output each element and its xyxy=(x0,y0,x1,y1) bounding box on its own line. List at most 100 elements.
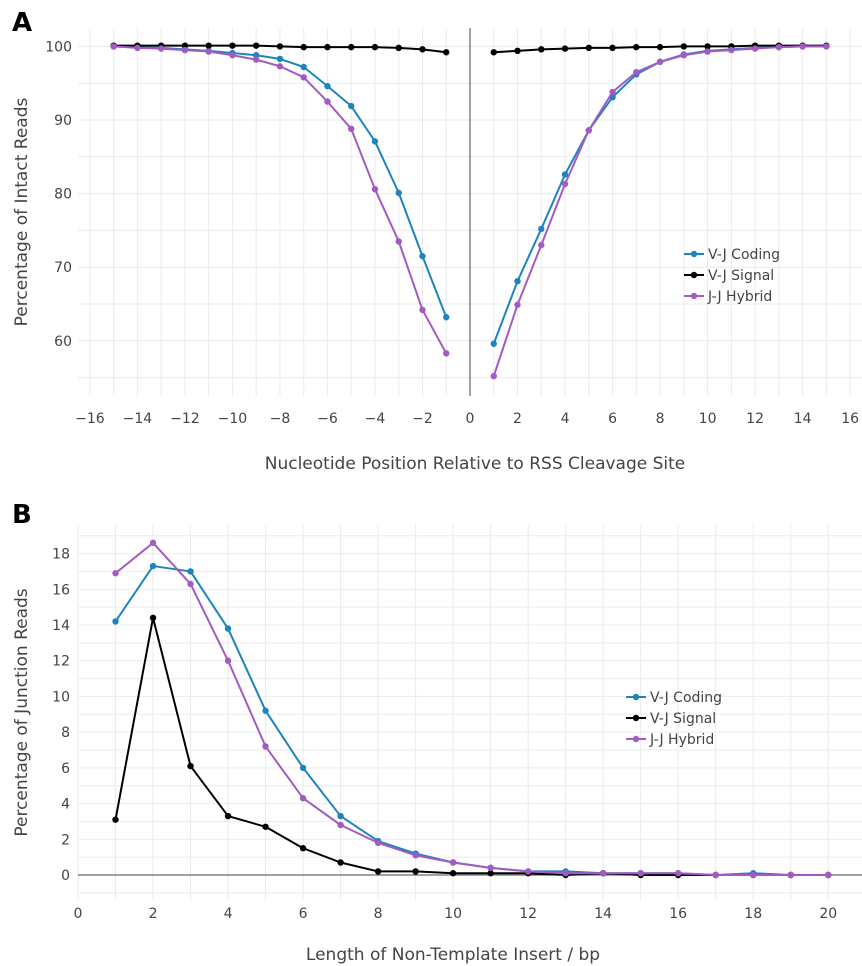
panel-a-y-axis-title: Percentage of Intact Reads xyxy=(12,98,32,327)
panel-a-x-tick-label: −14 xyxy=(123,411,153,427)
panel-a-data-point xyxy=(514,301,521,308)
panel-a-x-tick-label: 6 xyxy=(608,411,617,427)
panel-b-series-jj-hybrid xyxy=(112,539,832,879)
panel-a-data-point xyxy=(585,127,592,134)
panel-a-data-point xyxy=(704,48,711,55)
panel-a-data-point xyxy=(181,46,189,54)
panel-b-data-point xyxy=(224,812,232,820)
panel-b-data-point xyxy=(187,762,194,770)
panel-a-data-point xyxy=(300,63,307,71)
panel-b-x-tick-label: 6 xyxy=(299,906,308,922)
panel-b-x-tick-label: 4 xyxy=(224,906,233,922)
panel-b-data-point xyxy=(224,657,232,664)
panel-a-x-tick-label: 12 xyxy=(746,411,764,427)
panel-a-data-point xyxy=(561,180,569,188)
panel-a-grid xyxy=(78,28,862,396)
panel-b-data-point xyxy=(224,625,232,632)
panel-a-chart: −16 −14 −12 −10 −8 −6 −4 −2 0 2 4 6 8 10 12 14 16 60 70 80 9… xyxy=(12,8,862,474)
panel-a-x-tick-label: 8 xyxy=(656,411,665,427)
panel-b-data-point xyxy=(299,845,307,852)
panel-a-data-point xyxy=(561,45,569,52)
panel-b-x-tick-label: 20 xyxy=(819,906,837,922)
panel-a-data-point xyxy=(680,43,688,50)
panel-a-data-point xyxy=(276,43,284,50)
panel-b-x-tick-label: 14 xyxy=(594,906,612,922)
panel-a-data-point xyxy=(633,43,640,51)
panel-a-data-point xyxy=(300,43,307,51)
panel-b-data-point xyxy=(112,570,119,577)
panel-b-x-tick-label: 0 xyxy=(74,906,83,922)
panel-b-data-point xyxy=(599,870,607,877)
panel-a-data-point xyxy=(276,63,284,70)
panel-b-data-point xyxy=(149,562,157,570)
panel-a-x-tick-label: −8 xyxy=(270,411,291,427)
panel-a-data-point xyxy=(324,98,331,105)
panel-a-data-point xyxy=(538,225,545,233)
panel-b-y-tick-label: 16 xyxy=(52,582,70,598)
panel-a-x-tick-label: −12 xyxy=(170,411,200,427)
panel-a-data-point xyxy=(704,43,711,50)
panel-a-x-tick-label: 4 xyxy=(561,411,570,427)
panel-a-data-point xyxy=(656,43,664,51)
panel-a-data-point xyxy=(419,306,426,314)
panel-b-data-point xyxy=(825,871,832,879)
panel-b-y-tick-label: 8 xyxy=(61,725,70,741)
panel-a-panel-label: A xyxy=(12,8,32,38)
panel-b-x-axis-title: Length of Non-Template Insert / bp xyxy=(306,945,600,965)
panel-b-x-tick-label: 18 xyxy=(744,906,762,922)
panel-b-data-point xyxy=(337,859,344,866)
panel-b-data-point xyxy=(149,614,157,622)
panel-b-legend-label: V-J Signal xyxy=(650,711,716,727)
panel-a-data-point xyxy=(395,44,402,52)
panel-b-data-point xyxy=(562,870,569,877)
panel-a-data-point xyxy=(371,185,379,193)
panel-a-data-point xyxy=(514,277,521,285)
panel-b-x-tick-label: 10 xyxy=(444,906,462,922)
panel-b-y-tick-label: 10 xyxy=(52,689,70,705)
panel-a-data-point xyxy=(205,48,212,55)
panel-a-x-tick-label: −6 xyxy=(317,411,338,427)
panel-b-data-point xyxy=(112,618,119,625)
panel-b-data-point xyxy=(674,870,682,877)
panel-b-data-point xyxy=(262,707,269,714)
panel-a-legend-marker xyxy=(690,250,698,258)
panel-b-legend-marker xyxy=(632,714,640,722)
panel-a-x-tick-label: 14 xyxy=(794,411,812,427)
panel-b-data-point xyxy=(112,816,119,823)
panel-b-data-point xyxy=(149,539,157,547)
panel-b-legend-marker xyxy=(632,735,640,743)
panel-b-y-tick-label: 4 xyxy=(61,797,70,813)
panel-b-series-vj-coding xyxy=(112,562,832,879)
panel-a-data-point xyxy=(751,45,759,52)
panel-a-data-point xyxy=(419,46,426,53)
panel-b-series-vj-signal xyxy=(112,614,832,879)
panel-a-data-point xyxy=(252,52,260,59)
panel-b-data-point xyxy=(487,864,494,872)
panel-a-legend-marker xyxy=(690,271,698,279)
panel-b-data-point xyxy=(412,868,419,875)
panel-b-y-tick-label: 6 xyxy=(61,761,70,777)
panel-a-legend-marker xyxy=(690,292,698,300)
panel-b-y-tick-label: 2 xyxy=(61,832,70,848)
panel-b-data-point xyxy=(487,870,494,877)
panel-b-data-point xyxy=(337,812,344,820)
panel-a-data-point xyxy=(324,43,331,51)
panel-a-data-point xyxy=(348,43,355,51)
panel-b-y-tick-label: 14 xyxy=(52,618,70,634)
panel-b-series-line xyxy=(114,541,829,876)
panel-b-series-line xyxy=(114,565,829,876)
panel-a-data-point xyxy=(229,52,236,59)
panel-a-data-point xyxy=(229,42,236,49)
panel-a-y-tick-label: 60 xyxy=(54,334,72,350)
panel-a-y-tick-label: 90 xyxy=(54,113,72,129)
panel-a-x-tick-label: 16 xyxy=(841,411,859,427)
panel-b-grid xyxy=(77,525,862,900)
panel-b-data-point xyxy=(262,823,269,830)
panel-a-series-jj-hybrid xyxy=(110,43,830,380)
panel-a-x-tick-label: −16 xyxy=(75,411,105,427)
panel-a-data-point xyxy=(490,49,497,56)
panel-b-data-point xyxy=(374,839,382,847)
panel-a-data-point xyxy=(609,44,616,52)
